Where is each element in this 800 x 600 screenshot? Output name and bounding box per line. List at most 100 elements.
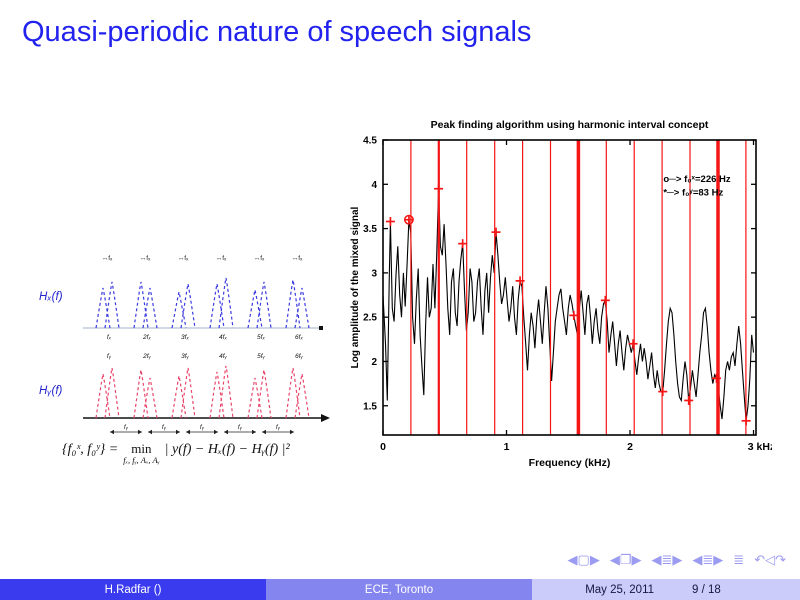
y-tick-label: 1.5 [363,401,377,412]
nav-slide-prev-icon[interactable]: ◀ [567,552,578,567]
nav-frame-box-icon[interactable]: ❐ [619,552,632,567]
interval-arrow-label: fᵧ [200,424,205,431]
spectral-peak [256,281,272,329]
top-axis-tick-label: 2fₓ [142,334,151,341]
harmonic-combs-diagram: Hₓ(f) Hᵧ(f) ↔fₓ fₓ fᵧ ↔fₓ 2fₓ 2fᵧ ↔fₓ 3fₓ 3fᵧ ↔fₓ 4f… [39,255,330,435]
footer-date-page: May 25, 2011 9 / 18 [532,579,800,600]
top-arrow-annotation: ↔fₓ [292,255,303,262]
slide-title: Quasi-periodic nature of speech signals [22,16,532,48]
x-tick-label: 2 [627,441,633,453]
spectral-peak [294,287,310,329]
top-axis-tick-label: fₓ [107,334,112,341]
nav-subsection-list-icon[interactable]: ≣ [661,552,673,567]
x-tick-label: 3 kHz [748,441,772,453]
nav-slide-next-icon[interactable]: ▶ [589,552,600,567]
spectral-peak [104,367,120,419]
peak-marker [711,373,721,383]
row-b-label: Hᵧ(f) [39,385,63,397]
peak-marker [569,310,579,320]
x-tick-label: 1 [504,441,510,453]
top-axis-tick-label: 6fₓ [295,334,303,341]
plot-box [382,139,757,436]
peak-marker [628,339,638,349]
legend-entry: o─> f₀ˣ=226 Hz [663,174,731,185]
spectral-peak [133,369,149,419]
nav-section-next-icon[interactable]: ▶ [713,552,724,567]
y-tick-label: 3 [371,268,377,279]
footer-date: May 25, 2011 [585,583,655,596]
signal-line [382,188,755,421]
spectral-peak [95,287,111,329]
nav-history-icon[interactable]: ◁ [765,552,776,567]
formula-left: {f₀ˣ, f₀ʸ} = [62,442,119,457]
peak-marker [741,416,751,426]
nav-back-icon[interactable]: ↶ [754,552,766,567]
spectral-peak [285,279,301,329]
spectral-peak [209,283,225,329]
nav-section-prev-icon[interactable]: ◀ [692,552,703,567]
spectral-peak [247,377,263,419]
top-axis-tick-label: 5fₓ [257,334,265,341]
peak-marker [658,387,668,397]
y-tick-label: 2.5 [363,313,377,324]
spectral-peak [142,287,158,329]
chart-xlabel: Frequency (kHz) [529,457,611,469]
peak-marker [458,239,468,249]
y-tick-label: 4 [371,180,377,191]
nav-subsection-next-icon[interactable]: ▶ [672,552,683,567]
footer-author: H.Radfar () [0,579,266,600]
nav-forward-icon[interactable]: ↷ [775,552,786,567]
spectral-peak [285,367,301,419]
footer-bar: H.Radfar () ECE, Toronto May 25, 2011 9 … [0,579,800,600]
y-tick-label: 2 [371,357,377,368]
bottom-row-tick-label: 5fᵧ [257,353,265,360]
circle-marker [403,214,414,225]
spectral-peak [142,377,158,419]
interval-arrow-label: fᵧ [276,424,281,431]
spectral-peak [133,281,149,329]
peak-marker [491,227,501,237]
nav-appendix-icon[interactable]: ≣ [733,552,745,567]
nav-subsection-prev-icon[interactable]: ◀ [651,552,662,567]
peak-marker [385,217,395,227]
spectral-peak [209,371,225,419]
bottom-row-tick-label: 3fᵧ [181,353,189,360]
top-axis-tick-label: 4fₓ [219,334,227,341]
spectral-peak [104,281,120,329]
formula-min-subscript: fₓ, fᵧ, Aₓ, Aᵧ [123,455,160,465]
top-arrow-annotation: ↔fₓ [254,255,265,262]
spectral-peak [294,373,310,419]
spectral-peak [180,283,196,329]
legend-entry: *─> f₀ʸ=83 Hz [663,188,723,199]
footer-institute: ECE, Toronto [266,579,532,600]
interval-arrow-label: fᵧ [124,424,129,431]
peak-marker [434,184,444,194]
nav-slide-box-icon[interactable]: ▢ [577,552,590,567]
top-arrow-annotation: ↔fₓ [102,255,113,262]
peak-marker [684,395,694,405]
spectral-peak [218,365,234,419]
nav-frame-prev-icon[interactable]: ◀ [609,552,620,567]
nav-frame-next-icon[interactable]: ▶ [631,552,642,567]
interval-arrow-label: fᵧ [238,424,243,431]
top-arrow-annotation: ↔fₓ [178,255,189,262]
beamer-navigation-bar: ◀▢▶ ◀❐▶ ◀≣▶ ◀≣▶ ≣ ↶◁↷ [568,553,786,566]
spectral-peak [247,289,263,329]
top-arrow-annotation: ↔fₓ [140,255,151,262]
formula-min: min fₓ, fᵧ, Aₓ, Aᵧ [123,442,159,465]
peak-marker [404,215,414,225]
chart-ylabel: Log amplitude of the mixed signal [350,206,361,368]
spectral-peak [171,375,187,419]
y-tick-label: 4.5 [363,136,377,147]
peak-finding-chart: 0 1 2 3 kHz 1.5 2 2.5 3 3.5 4 4.5 Peak finding algo… [350,119,772,469]
nav-section-list-icon[interactable]: ≣ [702,552,714,567]
x-tick-label: 0 [380,441,386,453]
interval-arrow-label: fᵧ [162,424,167,431]
y-tick-label: 3.5 [363,224,377,235]
footer-page-number: 9 / 18 [692,583,721,596]
bottom-row-tick-label: 2fᵧ [142,353,151,360]
spectral-peak [95,373,111,419]
formula-right: | y(f) − Hₓ(f) − Hᵧ(f) |² [164,442,290,457]
bottom-row-tick-label: 6fᵧ [295,353,303,360]
peak-marker [515,276,525,286]
